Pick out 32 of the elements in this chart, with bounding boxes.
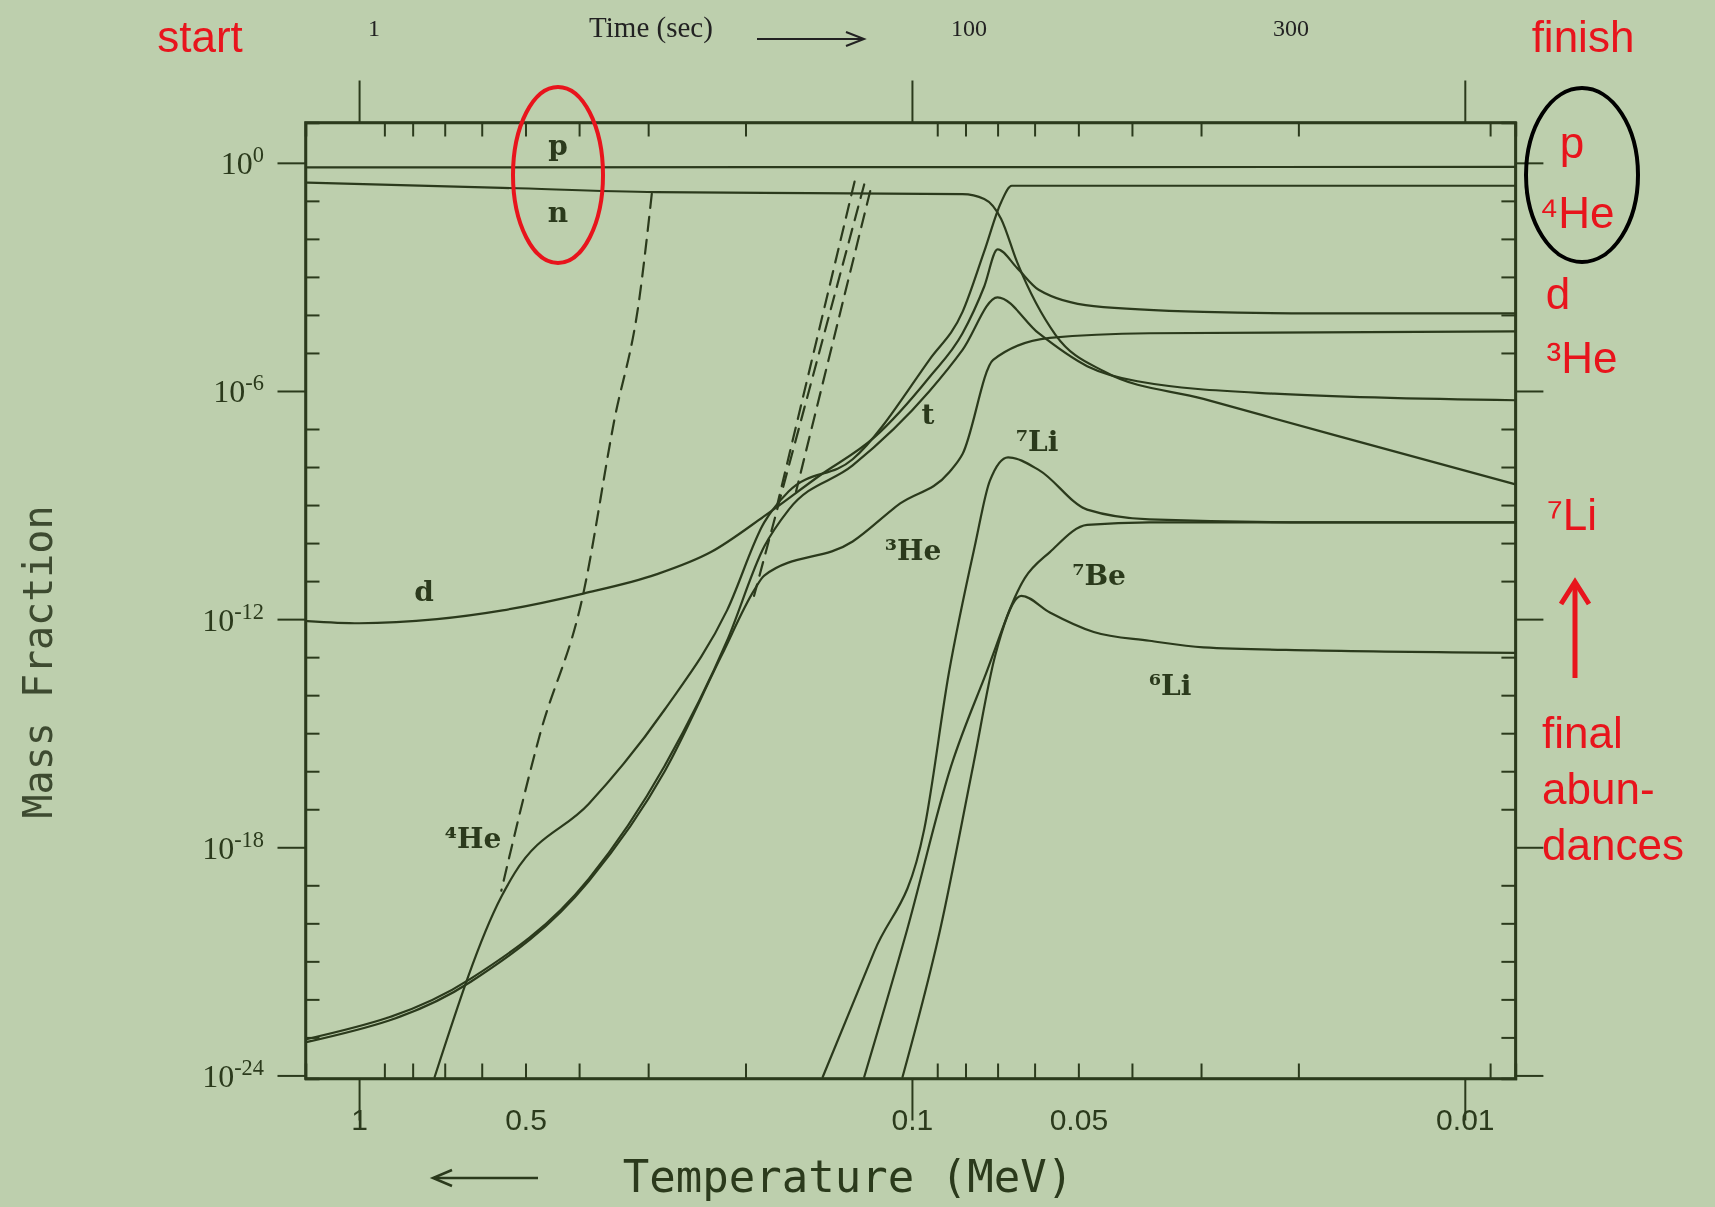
text: finish [1531, 12, 1635, 61]
y-axis-title: Mass Fraction [15, 505, 61, 819]
series-label: ⁶Li [1148, 669, 1192, 702]
x-tick-label: 0.5 [505, 1102, 547, 1136]
text: 100 [951, 15, 987, 41]
series-label: ⁴He [444, 822, 502, 855]
text: ³He [1546, 333, 1618, 382]
x-tick-label: 0.01 [1436, 1102, 1495, 1136]
series-label: t [921, 398, 935, 431]
text: Time (sec) [589, 11, 713, 44]
y-tick-label: 10$^{-24}$ [202, 1054, 264, 1094]
y-tick-label: 10$^{-18}$ [202, 826, 264, 866]
text: ⁷Li [1546, 490, 1598, 539]
legend-label: p [548, 129, 568, 162]
x-tick-label: 0.05 [1049, 1102, 1109, 1136]
y-tick-label: 10$^{0}$ [220, 141, 264, 182]
text: p [1559, 118, 1585, 167]
x-tick-label: 0.1 [891, 1102, 934, 1136]
text: start [157, 12, 243, 61]
y-tick-label: 10$^{-6}$ [213, 369, 264, 410]
series-label: ³He [884, 534, 942, 567]
text: d [1545, 269, 1571, 318]
text: 300 [1273, 15, 1309, 41]
series-label: d [414, 575, 434, 608]
x-axis-title: Temperature (MeV) [622, 1151, 1074, 1202]
text: final abun- dances [1542, 708, 1684, 869]
series-label: n [547, 196, 569, 229]
y-tick-label: 10$^{-12}$ [202, 598, 264, 638]
series-label: ⁷Be [1072, 559, 1126, 592]
text: ⁴He [1539, 188, 1615, 237]
text: 1 [368, 15, 380, 41]
series-label: ⁷Li [1015, 425, 1059, 458]
